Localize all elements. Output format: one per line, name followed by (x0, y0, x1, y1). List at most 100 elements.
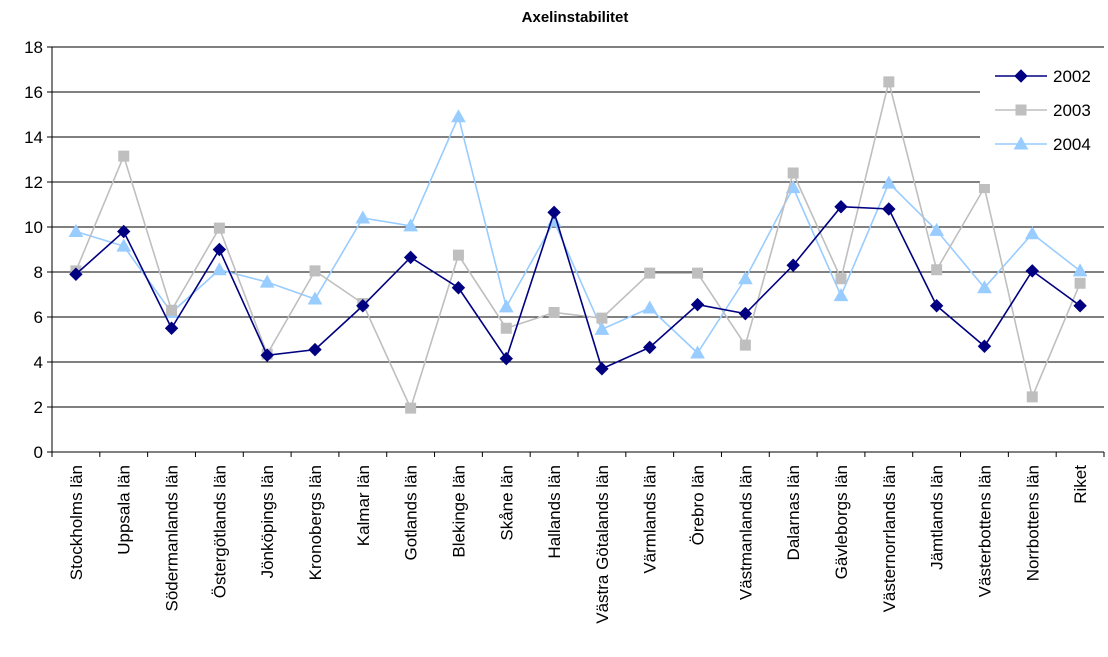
x-tick-label: Västernorrlands län (880, 465, 899, 612)
data-point (882, 202, 896, 216)
data-point (644, 267, 656, 279)
legend: 2002 2003 2004 (980, 54, 1104, 184)
data-point (69, 267, 83, 281)
data-point (212, 262, 227, 276)
data-point (166, 304, 178, 316)
data-point (118, 150, 130, 162)
series-group (68, 76, 1088, 414)
data-point (738, 306, 753, 321)
series-line (75, 114, 1081, 355)
data-point (164, 321, 179, 335)
data-point (977, 280, 992, 294)
data-point (405, 402, 417, 414)
data-point (260, 348, 274, 362)
series-line (75, 205, 1081, 370)
data-point (595, 362, 609, 376)
y-tick-label: 18 (24, 38, 43, 57)
data-point (596, 312, 608, 324)
data-point (259, 274, 275, 288)
data-point (500, 322, 512, 334)
series-line (75, 81, 1081, 411)
data-point (690, 297, 705, 312)
data-point (833, 288, 849, 302)
y-tick-label: 6 (34, 308, 43, 327)
data-point (403, 250, 418, 265)
data-point (213, 222, 225, 234)
x-tick-label: Västmanlands län (736, 465, 755, 600)
data-point (355, 210, 371, 224)
data-point (68, 223, 84, 237)
data-point (1074, 277, 1086, 289)
data-point (594, 321, 610, 335)
data-point (978, 182, 990, 194)
y-tick-label: 14 (24, 128, 43, 147)
data-point (692, 267, 704, 279)
series-2003 (70, 76, 1086, 414)
data-point (881, 175, 897, 189)
data-point (451, 109, 466, 123)
data-point (308, 342, 322, 357)
data-point (1013, 136, 1029, 150)
legend-item-2004: 2004 (995, 135, 1091, 154)
data-point (1014, 69, 1028, 83)
data-point (212, 242, 227, 257)
data-point (548, 307, 560, 318)
x-tick-label: Uppsala län (115, 465, 134, 555)
data-point (739, 339, 751, 351)
data-point (642, 300, 658, 314)
y-tick-label: 12 (24, 173, 43, 192)
x-tick-label: Kronobergs län (306, 465, 325, 580)
data-point (883, 76, 895, 88)
series-2004 (68, 109, 1088, 359)
data-point (499, 351, 513, 366)
data-point (1073, 299, 1087, 313)
data-point (1024, 226, 1040, 240)
data-point (929, 222, 944, 236)
x-tick-label: Örebro län (689, 465, 708, 545)
chart-title: Axelinstabilitet (522, 9, 629, 26)
data-point (403, 218, 418, 232)
legend-item-2002: 2002 (995, 67, 1091, 86)
y-tick-label: 2 (34, 398, 43, 417)
x-tick-label: Kalmar län (354, 465, 373, 546)
x-axis-labels: Stockholms län Uppsala län Södermanlands l… (67, 465, 1090, 624)
x-tick-label: Blekinge län (449, 465, 468, 558)
data-point (117, 224, 131, 239)
y-tick-label: 16 (24, 83, 43, 102)
data-point (307, 291, 323, 305)
x-tick-label: Gävleborgs län (832, 465, 851, 579)
data-point (643, 340, 657, 355)
x-tick-label: Norrbottens län (1023, 465, 1042, 581)
y-axis-ticks: 0 2 4 6 8 10 12 14 16 18 (24, 38, 52, 462)
legend-label: 2004 (1053, 135, 1091, 154)
data-point (1072, 263, 1088, 277)
gridlines (52, 46, 1104, 408)
x-tick-label: Gotlands län (402, 465, 421, 560)
data-point (738, 271, 753, 285)
data-point (498, 299, 514, 313)
y-tick-label: 10 (24, 218, 43, 237)
data-point (834, 200, 848, 214)
data-point (931, 264, 943, 276)
data-point (787, 167, 799, 179)
x-tick-label: Södermanlands län (163, 465, 182, 611)
legend-item-2003: 2003 (995, 101, 1091, 120)
y-tick-label: 0 (34, 443, 43, 462)
data-point (929, 299, 944, 313)
data-point (116, 238, 132, 252)
data-point (835, 273, 847, 285)
x-tick-label: Hallands län (545, 465, 564, 559)
x-tick-label: Riket (1071, 465, 1090, 504)
data-point (1015, 104, 1027, 116)
data-point (452, 249, 464, 261)
x-tick-label: Värmlands län (641, 465, 660, 574)
legend-label: 2003 (1053, 101, 1091, 120)
x-tick-label: Västra Götalands län (593, 465, 612, 624)
y-tick-label: 8 (34, 263, 43, 282)
y-tick-label: 4 (34, 353, 43, 372)
x-tick-label: Västerbottens län (975, 465, 994, 597)
x-tick-label: Östergötlands län (210, 465, 229, 598)
data-point (356, 299, 370, 313)
series-2002 (69, 200, 1087, 376)
